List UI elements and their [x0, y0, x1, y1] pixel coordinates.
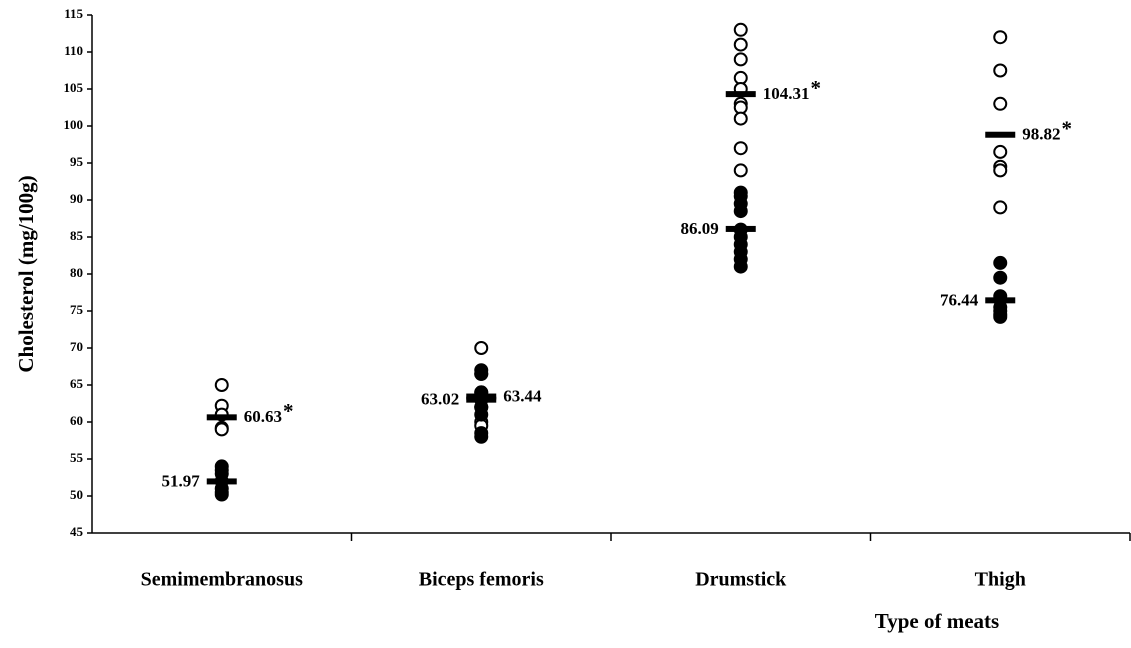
- y-tick-label: 90: [70, 191, 83, 206]
- mean-label: 86.09: [681, 219, 719, 238]
- y-tick-label: 100: [64, 117, 84, 132]
- significance-mark: *: [283, 399, 294, 423]
- data-point: [993, 96, 1008, 111]
- y-tick-label: 55: [70, 450, 84, 465]
- data-point: [214, 487, 229, 502]
- data-point: [474, 366, 489, 381]
- data-point: [733, 37, 748, 52]
- significance-mark: *: [1062, 117, 1073, 141]
- data-point: [733, 22, 748, 37]
- mean-bar: [985, 131, 1016, 138]
- mean-bar: [206, 478, 237, 485]
- x-axis-title: Type of meats: [875, 609, 999, 633]
- mean-label: 76.44: [940, 290, 979, 309]
- data-point: [993, 200, 1008, 215]
- mean-label: 51.97: [162, 471, 201, 490]
- y-tick-label: 105: [64, 80, 84, 95]
- y-axis-title: Cholesterol (mg/100g): [14, 175, 38, 372]
- x-tick-label: Thigh: [975, 569, 1026, 591]
- data-point: [733, 52, 748, 67]
- y-tick-label: 80: [70, 265, 83, 280]
- y-tick-label: 115: [64, 6, 83, 21]
- x-tick-label: Semimembranosus: [141, 569, 303, 591]
- mean-label: 98.82: [1022, 125, 1060, 144]
- data-point: [733, 111, 748, 126]
- mean-bar: [206, 414, 237, 421]
- y-tick-label: 110: [64, 43, 83, 58]
- mean-bar: [725, 225, 756, 232]
- data-point: [993, 309, 1008, 324]
- mean-label: 60.63: [244, 407, 282, 426]
- mean-bar: [466, 396, 497, 403]
- mean-label: 104.31: [763, 84, 810, 103]
- data-point: [993, 270, 1008, 285]
- data-point: [733, 204, 748, 219]
- data-point: [993, 30, 1008, 45]
- x-tick-label: Biceps femoris: [419, 569, 544, 591]
- data-point: [214, 422, 229, 437]
- data-point: [993, 255, 1008, 270]
- mean-label: 63.44: [503, 386, 542, 405]
- data-point: [214, 378, 229, 392]
- y-tick-label: 95: [70, 154, 84, 169]
- significance-mark: *: [811, 76, 822, 100]
- data-point: [993, 163, 1008, 178]
- mean-bar: [725, 91, 756, 98]
- mean-bar: [466, 393, 497, 400]
- mean-bar: [985, 297, 1016, 304]
- data-point: [733, 141, 748, 156]
- y-tick-label: 45: [70, 524, 84, 539]
- x-tick-label: Drumstick: [695, 569, 787, 591]
- data-point: [733, 163, 748, 178]
- data-point: [474, 341, 489, 355]
- y-tick-label: 85: [70, 228, 84, 243]
- y-tick-label: 60: [70, 413, 83, 428]
- y-tick-label: 50: [70, 487, 83, 502]
- y-tick-label: 70: [70, 339, 83, 354]
- data-point: [733, 259, 748, 274]
- y-tick-label: 75: [70, 302, 84, 317]
- data-point: [993, 144, 1008, 159]
- y-tick-label: 65: [70, 376, 84, 391]
- data-point: [474, 429, 489, 444]
- mean-label: 63.02: [421, 390, 459, 409]
- data-point: [993, 63, 1008, 78]
- data-point: [474, 407, 489, 422]
